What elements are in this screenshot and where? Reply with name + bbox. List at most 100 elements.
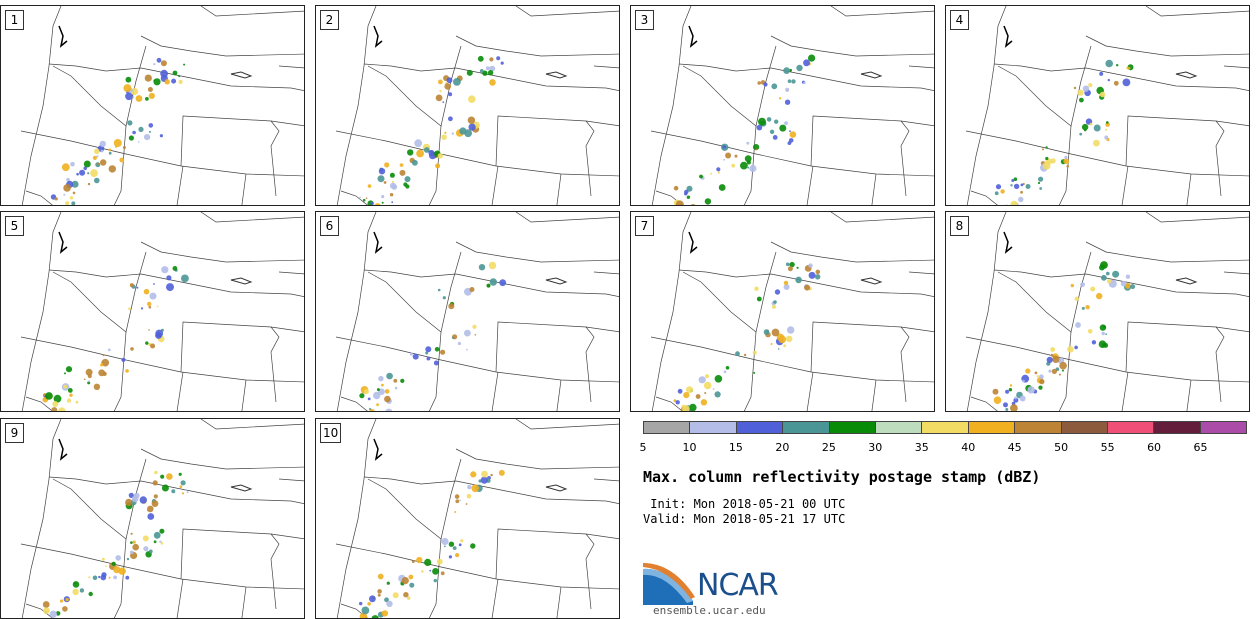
reflectivity-cell bbox=[123, 84, 132, 93]
reflectivity-cell bbox=[743, 353, 747, 357]
reflectivity-cell bbox=[92, 155, 97, 160]
reflectivity-cell bbox=[426, 356, 431, 361]
reflectivity-cell bbox=[673, 185, 679, 191]
colorbar-tick-label: 40 bbox=[961, 441, 976, 454]
colorbar-tick-label: 5 bbox=[639, 441, 647, 454]
reflectivity-cell bbox=[994, 191, 999, 196]
reflectivity-cell bbox=[454, 494, 460, 499]
colorbar-swatch bbox=[690, 422, 737, 433]
reflectivity-cell bbox=[62, 606, 68, 612]
basemap bbox=[335, 6, 619, 205]
state-border bbox=[241, 379, 247, 411]
state-border bbox=[1121, 371, 1129, 411]
colorbar-swatch bbox=[1107, 422, 1155, 433]
reflectivity-cell bbox=[756, 124, 763, 131]
reflectivity-cell bbox=[145, 341, 149, 345]
reflectivity-cell bbox=[132, 130, 136, 135]
reflectivity-cell bbox=[428, 149, 435, 156]
reflectivity-cell bbox=[113, 575, 117, 580]
reflectivity-cell bbox=[153, 283, 155, 285]
reflectivity-cell bbox=[485, 66, 490, 71]
reflectivity-cell bbox=[96, 162, 100, 166]
state-border bbox=[1058, 125, 1072, 205]
ensemble-member-map-3: 3 bbox=[630, 5, 935, 206]
init-time: Init: Mon 2018-05-21 00 UTC bbox=[643, 497, 846, 511]
state-border bbox=[556, 586, 562, 618]
reflectivity-cell bbox=[172, 266, 178, 271]
state-border bbox=[806, 165, 814, 205]
reflectivity-cell bbox=[386, 600, 393, 607]
reflectivity-cell bbox=[1045, 146, 1048, 149]
member-number-label: 5 bbox=[5, 216, 24, 236]
reflectivity-cell bbox=[453, 78, 461, 86]
reflectivity-cell bbox=[128, 135, 134, 141]
member-number-label: 8 bbox=[950, 216, 969, 236]
reflectivity-cell bbox=[489, 57, 494, 62]
state-border bbox=[48, 269, 304, 297]
reflectivity-cell bbox=[789, 131, 797, 138]
state-border bbox=[25, 396, 53, 411]
state-border bbox=[200, 419, 304, 430]
reflectivity-cell bbox=[403, 592, 409, 598]
reflectivity-cell bbox=[474, 334, 477, 336]
reflectivity-cell bbox=[54, 197, 58, 201]
reflectivity-cell bbox=[373, 391, 381, 400]
state-border bbox=[1085, 35, 1249, 57]
reflectivity-cell bbox=[1067, 346, 1074, 353]
reflectivity-cell bbox=[1085, 305, 1090, 310]
reflectivity-cell bbox=[481, 470, 488, 478]
reflectivity-cell bbox=[131, 87, 139, 96]
state-border bbox=[176, 578, 184, 618]
state-border bbox=[336, 6, 377, 205]
reflectivity-cell bbox=[148, 549, 153, 554]
reflectivity-cell bbox=[1010, 404, 1018, 411]
reflectivity-cell bbox=[1125, 282, 1131, 289]
reflectivity-cell bbox=[389, 193, 394, 197]
state-border bbox=[335, 543, 619, 590]
reflectivity-cell bbox=[429, 569, 432, 572]
reflectivity-cell bbox=[478, 264, 486, 271]
state-border bbox=[810, 115, 910, 197]
state-border bbox=[495, 115, 595, 197]
reflectivity-cell bbox=[79, 169, 86, 176]
reflectivity-cell bbox=[458, 543, 462, 547]
state-border bbox=[1145, 212, 1249, 223]
state-border bbox=[180, 115, 280, 197]
reflectivity-cell bbox=[1130, 284, 1136, 290]
reflectivity-cell bbox=[787, 266, 793, 272]
reflectivity-cell bbox=[87, 172, 90, 175]
ensemble-member-map-9: 9 bbox=[0, 418, 305, 619]
reflectivity-cell bbox=[1039, 379, 1045, 385]
state-border bbox=[270, 326, 304, 333]
valid-time: Valid: Mon 2018-05-21 17 UTC bbox=[643, 512, 846, 526]
reflectivity-cell bbox=[94, 177, 100, 184]
reflectivity-cell bbox=[471, 484, 479, 493]
reflectivity-cell bbox=[712, 388, 715, 390]
state-border bbox=[900, 326, 934, 333]
reflectivity-cell bbox=[451, 132, 454, 135]
reflectivity-cell bbox=[455, 499, 460, 504]
reflectivity-cell bbox=[434, 347, 440, 352]
reflectivity-cell bbox=[704, 374, 710, 379]
reflectivity-cell bbox=[1025, 368, 1031, 374]
state-border bbox=[970, 190, 998, 205]
state-border bbox=[48, 63, 304, 91]
reflectivity-cell bbox=[779, 97, 782, 100]
reflectivity-cell bbox=[1099, 264, 1105, 271]
state-border bbox=[52, 251, 147, 333]
reflectivity-cell bbox=[1093, 124, 1101, 132]
reflectivity-cell bbox=[699, 174, 703, 179]
reflectivity-cell bbox=[148, 92, 155, 99]
reflectivity-cell bbox=[803, 59, 810, 67]
state-border bbox=[1058, 331, 1072, 411]
reflectivity-cell bbox=[128, 307, 131, 311]
reflectivity-cell bbox=[386, 581, 390, 585]
state-border bbox=[20, 336, 304, 383]
reflectivity-cell bbox=[132, 540, 136, 544]
reflectivity-cell bbox=[147, 301, 152, 307]
state-border bbox=[1186, 173, 1192, 205]
state-border bbox=[335, 130, 619, 177]
reflectivity-cell bbox=[1022, 379, 1025, 383]
reflectivity-cell bbox=[391, 180, 395, 183]
state-border bbox=[966, 6, 1007, 205]
